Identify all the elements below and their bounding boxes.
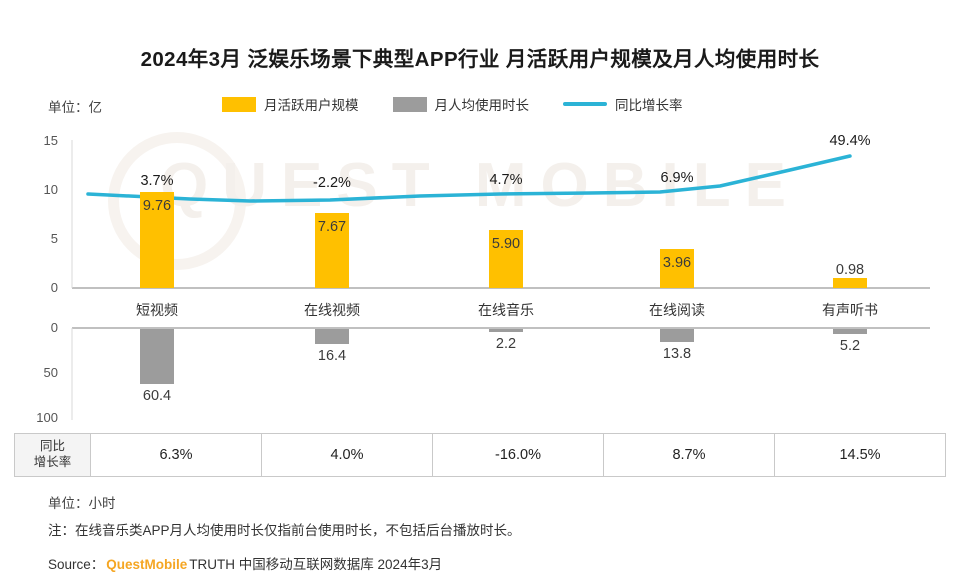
bar-upper-label-3: 3.96	[662, 255, 692, 271]
unit-label-bottom: 单位：小时	[48, 496, 116, 511]
bar-lower-3	[660, 329, 694, 342]
bar-lower-1	[315, 329, 349, 344]
bar-upper-label-0: 9.76	[142, 198, 172, 214]
legend-line-growth	[563, 102, 607, 106]
table-cell-3: 8.7%	[604, 434, 775, 476]
bar-upper-3	[660, 249, 694, 288]
growth-label-1: -2.2%	[313, 175, 351, 191]
table-header-line1: 同比	[39, 439, 65, 454]
growth-label-3: 6.9%	[660, 170, 694, 186]
bar-lower-label-2: 2.2	[495, 336, 517, 352]
bar-upper-label-1: 7.67	[317, 219, 347, 235]
table-cell-0: 6.3%	[91, 434, 262, 476]
growth-label-4: 49.4%	[829, 133, 871, 149]
legend-label-growth: 同比增长率	[615, 98, 683, 113]
chart-svg	[71, 140, 930, 420]
y-tick-lower-100: 100	[36, 410, 58, 425]
y-tick-lower-0: 0	[50, 320, 58, 335]
bar-upper-4	[833, 278, 867, 288]
chart-canvas: 15 10 5 0 0 50 100 9.76 7.67 5.90 3.96 0…	[0, 128, 960, 438]
legend-item-growth: 同比增长率	[563, 94, 683, 114]
source-prefix: Source：	[48, 557, 105, 572]
bar-upper-label-2: 5.90	[491, 236, 521, 252]
bar-upper-label-4: 0.98	[835, 262, 865, 278]
bar-upper-0	[140, 192, 174, 288]
y-tick-upper-5: 5	[50, 231, 58, 246]
category-label-2: 在线音乐	[478, 302, 534, 318]
bar-upper-2	[489, 230, 523, 288]
source-rest: TRUTH 中国移动互联网数据库 2024年3月	[189, 557, 443, 572]
legend-item-duration: 月人均使用时长	[392, 94, 530, 114]
page-title: 2024年3月 泛娱乐场景下典型APP行业 月活跃用户规模及月人均使用时长	[140, 48, 820, 71]
table-row-header: 同比 增长率	[15, 434, 91, 476]
bar-lower-label-1: 16.4	[317, 348, 347, 364]
unit-label-top: 单位：亿	[48, 100, 102, 115]
table-header-line2: 增长率	[33, 455, 72, 469]
table-cell-1: 4.0%	[262, 434, 433, 476]
y-tick-lower-50: 50	[43, 365, 58, 380]
bar-lower-0	[140, 329, 174, 384]
growth-rate-line	[86, 154, 852, 203]
bar-upper-1	[315, 213, 349, 288]
category-label-4: 有声听书	[822, 302, 878, 318]
y-tick-upper-10: 10	[43, 182, 58, 197]
growth-label-0: 3.7%	[140, 173, 174, 189]
legend-swatch-mau	[222, 96, 256, 112]
legend-label-duration: 月人均使用时长	[434, 98, 530, 113]
category-label-1: 在线视频	[304, 302, 360, 318]
legend-label-mau: 月活跃用户规模	[264, 98, 359, 113]
bar-lower-label-3: 13.8	[662, 346, 692, 362]
bar-lower-label-0: 60.4	[142, 388, 172, 404]
table-cell-2: -16.0%	[433, 434, 604, 476]
y-tick-upper-0: 0	[50, 280, 58, 295]
category-label-0: 短视频	[136, 302, 178, 318]
bar-lower-2	[489, 329, 523, 332]
chart-legend: 月活跃用户规模 月人均使用时长 同比增长率	[222, 94, 683, 114]
growth-label-2: 4.7%	[489, 172, 523, 188]
category-label-3: 在线阅读	[649, 302, 705, 318]
y-tick-upper-15: 15	[43, 133, 58, 148]
table-cell-4: 14.5%	[839, 447, 881, 463]
chart-note: 注：在线音乐类APP月人均使用时长仅指前台使用时长，不包括后台播放时长。	[48, 523, 521, 538]
bar-lower-label-4: 5.2	[839, 338, 861, 354]
legend-item-mau: 月活跃用户规模	[222, 94, 359, 114]
source-brand: QuestMobile	[106, 557, 188, 572]
legend-swatch-duration	[392, 96, 427, 112]
source-line: Source： QuestMobile TRUTH 中国移动互联网数据库 202…	[48, 553, 442, 573]
bar-lower-4	[833, 329, 867, 334]
growth-rate-table: 同比 增长率 6.3% 4.0% -16.0% 8.7% 14.5%	[14, 433, 946, 477]
